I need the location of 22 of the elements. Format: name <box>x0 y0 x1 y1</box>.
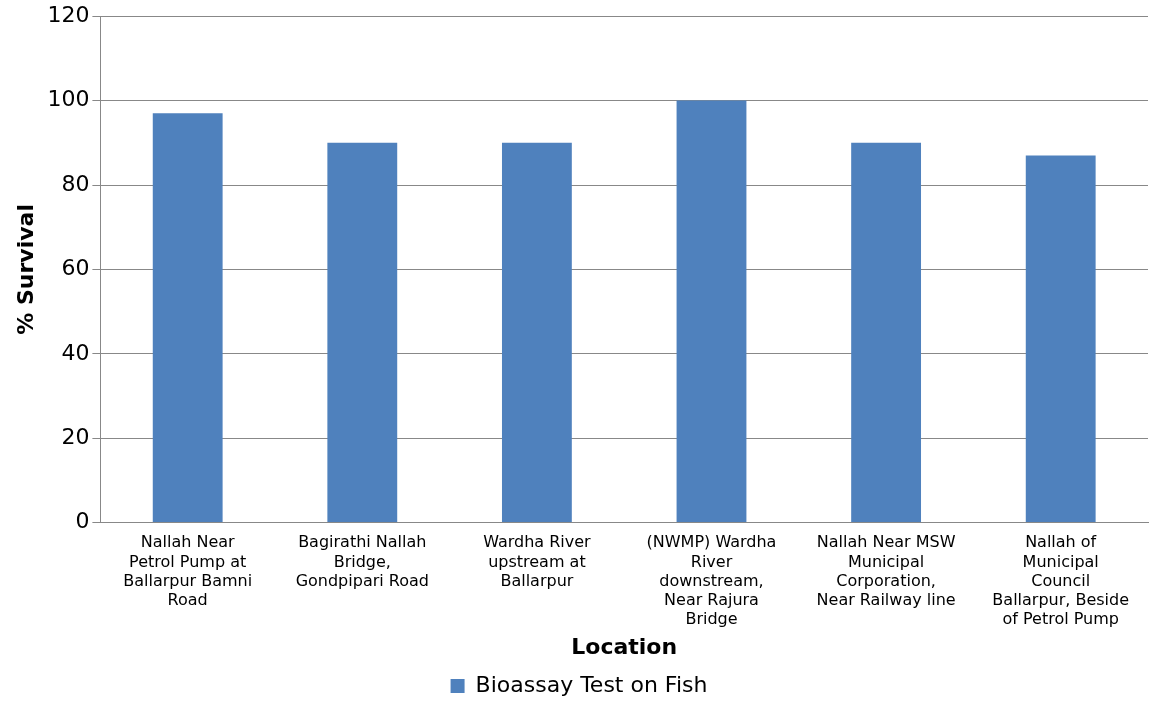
y-tick-label: 60 <box>61 255 90 281</box>
x-tick-label: Wardha River upstream at Ballarpur <box>483 532 592 590</box>
x-tick-label: Nallah Near Petrol Pump at Ballarpur Bamni Road <box>123 532 253 609</box>
bar <box>1025 155 1096 523</box>
x-tick-label: Bagirathi Nallah Bridge, Gondpipari Road <box>295 532 429 590</box>
y-tick-label: 100 <box>47 86 90 112</box>
bar <box>327 142 398 523</box>
y-tick-label: 20 <box>61 423 90 449</box>
x-tick-label: Nallah of Municipal Council Ballarpur, Beside of Petrol Pump <box>992 532 1130 629</box>
x-tick-label: (NWMP) Wardha River downstream, Near Rajura Bridge <box>646 532 777 629</box>
y-tick-label: 120 <box>47 1 90 27</box>
bar <box>501 142 572 523</box>
x-tick-label: Nallah Near MSW Municipal Corporation, Near Railway line <box>816 532 956 609</box>
bar <box>676 100 747 523</box>
y-tick-label: 80 <box>61 170 90 196</box>
bar <box>152 113 223 523</box>
y-tick-label: 0 <box>75 508 90 534</box>
y-tick-label: 40 <box>61 339 90 365</box>
y-axis-title: % Survival <box>12 204 38 335</box>
bar <box>851 142 922 523</box>
x-axis-title: Location <box>571 633 678 659</box>
legend-label: Bioassay Test on Fish <box>475 671 708 697</box>
